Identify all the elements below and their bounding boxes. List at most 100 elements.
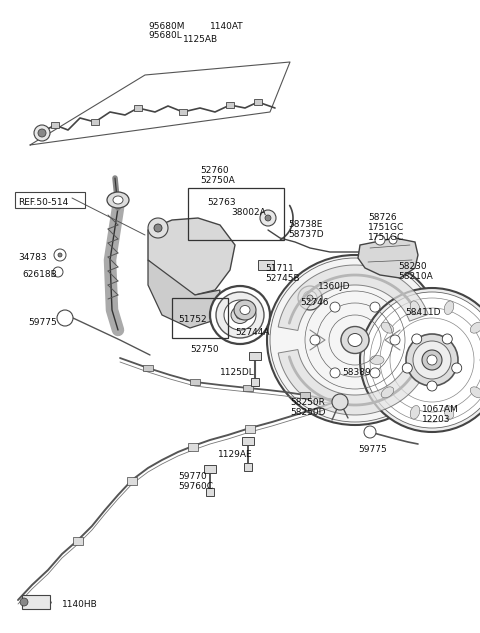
Text: 58411D: 58411D	[405, 308, 441, 317]
Text: 58210A: 58210A	[398, 272, 433, 281]
Polygon shape	[358, 238, 418, 278]
Text: 52744A: 52744A	[235, 328, 269, 337]
Ellipse shape	[210, 286, 270, 344]
Circle shape	[20, 598, 28, 606]
Text: 1125DL: 1125DL	[220, 368, 255, 377]
Circle shape	[452, 363, 462, 373]
Circle shape	[364, 426, 376, 438]
Circle shape	[427, 381, 437, 391]
Text: 58389: 58389	[342, 368, 371, 377]
Text: 59760C: 59760C	[178, 482, 213, 491]
Circle shape	[148, 218, 168, 238]
Bar	[51, 122, 59, 128]
Ellipse shape	[348, 334, 362, 346]
Ellipse shape	[370, 356, 384, 365]
Bar	[188, 188, 284, 240]
Text: 12203: 12203	[422, 415, 451, 424]
Text: 1067AM: 1067AM	[422, 405, 459, 414]
Bar	[249, 352, 261, 360]
Ellipse shape	[216, 292, 264, 338]
Text: 1129AE: 1129AE	[218, 450, 252, 459]
Text: 58738E: 58738E	[288, 220, 323, 229]
Bar	[300, 392, 310, 398]
Bar	[134, 105, 142, 111]
Ellipse shape	[113, 196, 123, 204]
Bar	[245, 425, 255, 433]
Text: 52760: 52760	[200, 166, 228, 175]
Bar	[22, 595, 50, 609]
Circle shape	[58, 253, 62, 257]
Ellipse shape	[224, 300, 256, 330]
Bar	[172, 298, 228, 338]
Ellipse shape	[231, 306, 249, 323]
Ellipse shape	[444, 406, 454, 419]
Text: 1360JD: 1360JD	[318, 282, 350, 291]
Ellipse shape	[470, 387, 480, 398]
Ellipse shape	[422, 350, 442, 370]
Text: 52746: 52746	[300, 298, 328, 307]
Ellipse shape	[364, 292, 480, 428]
Text: 58250D: 58250D	[290, 408, 325, 417]
Ellipse shape	[240, 306, 250, 315]
Text: 59775: 59775	[358, 445, 387, 454]
Ellipse shape	[427, 355, 437, 365]
Ellipse shape	[341, 327, 369, 353]
Text: 95680L: 95680L	[148, 31, 182, 40]
Bar	[188, 443, 198, 451]
Text: 38002A: 38002A	[231, 208, 266, 217]
Circle shape	[370, 302, 380, 312]
Text: 52750: 52750	[190, 345, 218, 354]
Circle shape	[38, 129, 46, 137]
Circle shape	[303, 291, 317, 305]
Ellipse shape	[267, 255, 443, 425]
Text: 52750A: 52750A	[200, 176, 235, 185]
Text: 34783: 34783	[18, 253, 47, 262]
Polygon shape	[148, 218, 235, 295]
Ellipse shape	[381, 387, 394, 398]
Circle shape	[307, 295, 313, 301]
Text: 52763: 52763	[207, 198, 236, 207]
Bar	[243, 385, 253, 391]
Circle shape	[265, 215, 271, 221]
Circle shape	[332, 394, 348, 410]
Ellipse shape	[410, 406, 420, 419]
Text: 52745B: 52745B	[265, 274, 300, 283]
Ellipse shape	[381, 322, 394, 333]
Circle shape	[330, 302, 340, 312]
Circle shape	[298, 286, 322, 310]
Circle shape	[57, 310, 73, 326]
Circle shape	[54, 249, 66, 261]
Text: 62618B: 62618B	[22, 270, 57, 279]
Bar	[258, 260, 274, 270]
Ellipse shape	[406, 334, 458, 386]
Text: 59775: 59775	[28, 318, 57, 327]
Circle shape	[375, 235, 385, 245]
Text: 51752: 51752	[178, 315, 206, 324]
Ellipse shape	[470, 322, 480, 333]
Text: 58230: 58230	[398, 262, 427, 271]
Bar	[251, 378, 259, 386]
Bar	[179, 109, 187, 115]
Ellipse shape	[236, 311, 244, 319]
Text: REF.50-514: REF.50-514	[18, 198, 68, 207]
Text: 58250R: 58250R	[290, 398, 325, 407]
Text: 95680M: 95680M	[148, 22, 184, 31]
Circle shape	[389, 236, 397, 244]
Ellipse shape	[107, 192, 129, 208]
Bar	[226, 102, 234, 108]
Bar	[127, 477, 137, 485]
Circle shape	[402, 363, 412, 373]
Circle shape	[412, 334, 422, 344]
Bar	[206, 488, 214, 496]
Text: 1125AB: 1125AB	[183, 35, 218, 44]
Text: 1751GC: 1751GC	[368, 233, 404, 242]
Circle shape	[442, 334, 452, 344]
Ellipse shape	[234, 300, 256, 320]
Text: 58726: 58726	[368, 213, 396, 222]
Ellipse shape	[410, 301, 420, 315]
Circle shape	[53, 267, 63, 277]
Text: 59770: 59770	[178, 472, 207, 481]
Bar	[204, 465, 216, 473]
Text: 1140AT: 1140AT	[210, 22, 244, 31]
Polygon shape	[278, 265, 428, 330]
